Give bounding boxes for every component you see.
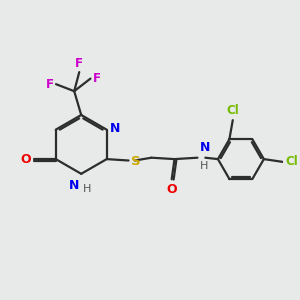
Text: H: H <box>200 161 208 171</box>
Text: O: O <box>167 183 177 196</box>
Text: S: S <box>131 155 140 168</box>
Text: F: F <box>93 72 101 85</box>
Text: N: N <box>110 122 120 135</box>
Text: N: N <box>69 179 79 192</box>
Text: H: H <box>82 184 91 194</box>
Text: F: F <box>46 78 54 91</box>
Text: F: F <box>75 57 83 70</box>
Text: N: N <box>200 141 210 154</box>
Text: Cl: Cl <box>226 104 239 117</box>
Text: Cl: Cl <box>286 155 298 168</box>
Text: O: O <box>20 153 31 166</box>
